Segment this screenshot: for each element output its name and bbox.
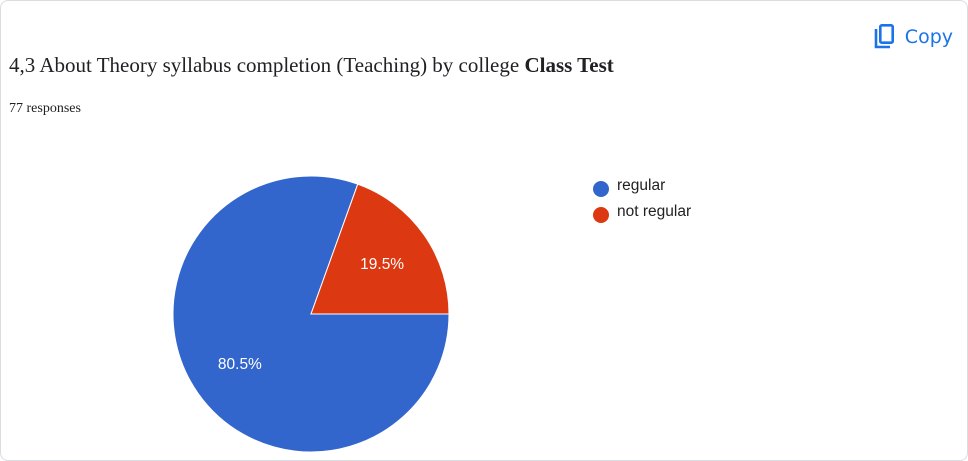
legend-item-regular[interactable]: regular (593, 173, 691, 199)
legend-label: regular (617, 177, 666, 194)
chart-title-bold: Class Test (524, 53, 614, 77)
chart-legend: regular not regular (593, 173, 691, 225)
pie-slice-label: 80.5% (218, 356, 262, 373)
legend-swatch (593, 207, 609, 223)
legend-swatch (593, 181, 609, 197)
copy-label: Copy (904, 26, 953, 48)
response-count: 77 responses (9, 101, 81, 116)
copy-button[interactable]: Copy (873, 21, 953, 53)
chart-title-text: 4,3 About Theory syllabus completion (Te… (9, 53, 525, 77)
pie-slice-not-regular[interactable] (310, 183, 450, 315)
pie-slice-regular[interactable] (172, 175, 450, 453)
pie-slice-label: 19.5% (360, 256, 404, 273)
copy-icon (873, 24, 895, 50)
legend-item-not-regular[interactable]: not regular (593, 199, 691, 225)
chart-title: 4,3 About Theory syllabus completion (Te… (9, 53, 614, 78)
legend-label: not regular (617, 203, 692, 220)
